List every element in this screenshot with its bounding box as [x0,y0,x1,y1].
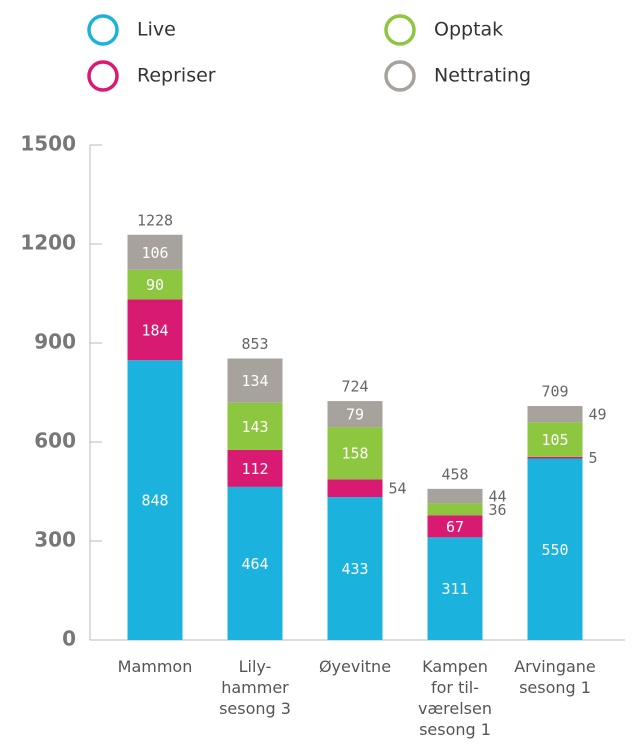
x-tick-line: sesong 1 [519,678,591,697]
total-label: 709 [541,383,568,401]
legend-label: Repriser [137,65,216,87]
x-tick-line: Mammon [118,657,193,676]
bar-segment [427,515,483,538]
value-label: 49 [589,406,607,424]
value-label: 36 [489,501,507,519]
x-tick-line: sesong 1 [419,720,491,739]
value-label: 550 [541,541,568,559]
x-tick-line: Kampen [422,657,488,676]
value-label: 90 [146,276,164,294]
legend-swatch [87,60,119,92]
legend-label: Opptak [434,19,503,41]
bar-segment [227,449,283,487]
y-tick-label: 0 [62,627,76,651]
bar-segment [527,458,583,640]
total-label: 853 [241,335,268,353]
value-label: 44 [489,488,507,506]
bar-segment [227,358,283,403]
bar-segment [327,479,383,498]
bar-segment [327,427,383,480]
value-label: 54 [389,480,407,498]
x-tick-label: Øyevitne [319,657,391,676]
value-label: 112 [241,460,268,478]
total-label: 458 [441,465,468,483]
bar-segment [427,488,483,504]
y-tick-label: 1500 [20,132,76,156]
y-tick-label: 1200 [20,231,76,255]
bar-segment [227,402,283,450]
bar-segment [127,269,183,300]
y-tick-label: 300 [34,528,76,552]
bar-segment [427,503,483,516]
bar-segment [527,422,583,457]
bar-segment [427,537,483,640]
value-label: 143 [241,418,268,436]
bar-segment [527,456,583,459]
x-tick-line: værelsen [418,699,492,718]
legend-swatch [87,14,119,46]
bar-segment [227,486,283,640]
value-label: 158 [341,445,368,463]
bar-segment [527,406,583,423]
value-label: 79 [346,406,364,424]
value-label: 433 [341,560,368,578]
x-tick-line: sesong 3 [219,699,291,718]
x-tick-label: Arvingane sesong 1 [514,657,596,697]
x-tick-line: Arvingane [514,657,596,676]
y-tick-label: 600 [34,429,76,453]
value-label: 5 [589,449,598,467]
legend-label: Live [137,19,176,41]
x-tick-label: Lily-hammer sesong 3 [219,657,291,718]
x-tick-line: Lily- [239,657,272,676]
value-label: 311 [441,580,468,598]
legend-swatch [384,14,416,46]
x-tick-label: Mammon [118,657,193,676]
value-label: 134 [241,372,268,390]
bar-segment [127,234,183,270]
value-label: 67 [446,518,464,536]
x-tick-line: for til- [431,678,479,697]
bar-segment [327,401,383,428]
y-tick-label: 900 [34,330,76,354]
value-label: 848 [141,492,168,510]
total-label: 724 [341,378,368,396]
x-tick-line: Øyevitne [319,657,391,676]
value-label: 184 [141,321,168,339]
value-label: 105 [541,431,568,449]
value-label: 464 [241,555,268,573]
bar-segment [127,360,183,640]
legend-label: Nettrating [434,65,531,87]
x-tick-line: hammer [221,678,289,697]
x-tick-label: Kampen for til-værelsen sesong 1 [418,657,492,739]
value-label: 106 [141,244,168,262]
legend-swatch [384,60,416,92]
bar-segment [327,497,383,640]
bar-segment [127,299,183,361]
total-label: 1228 [137,211,173,229]
